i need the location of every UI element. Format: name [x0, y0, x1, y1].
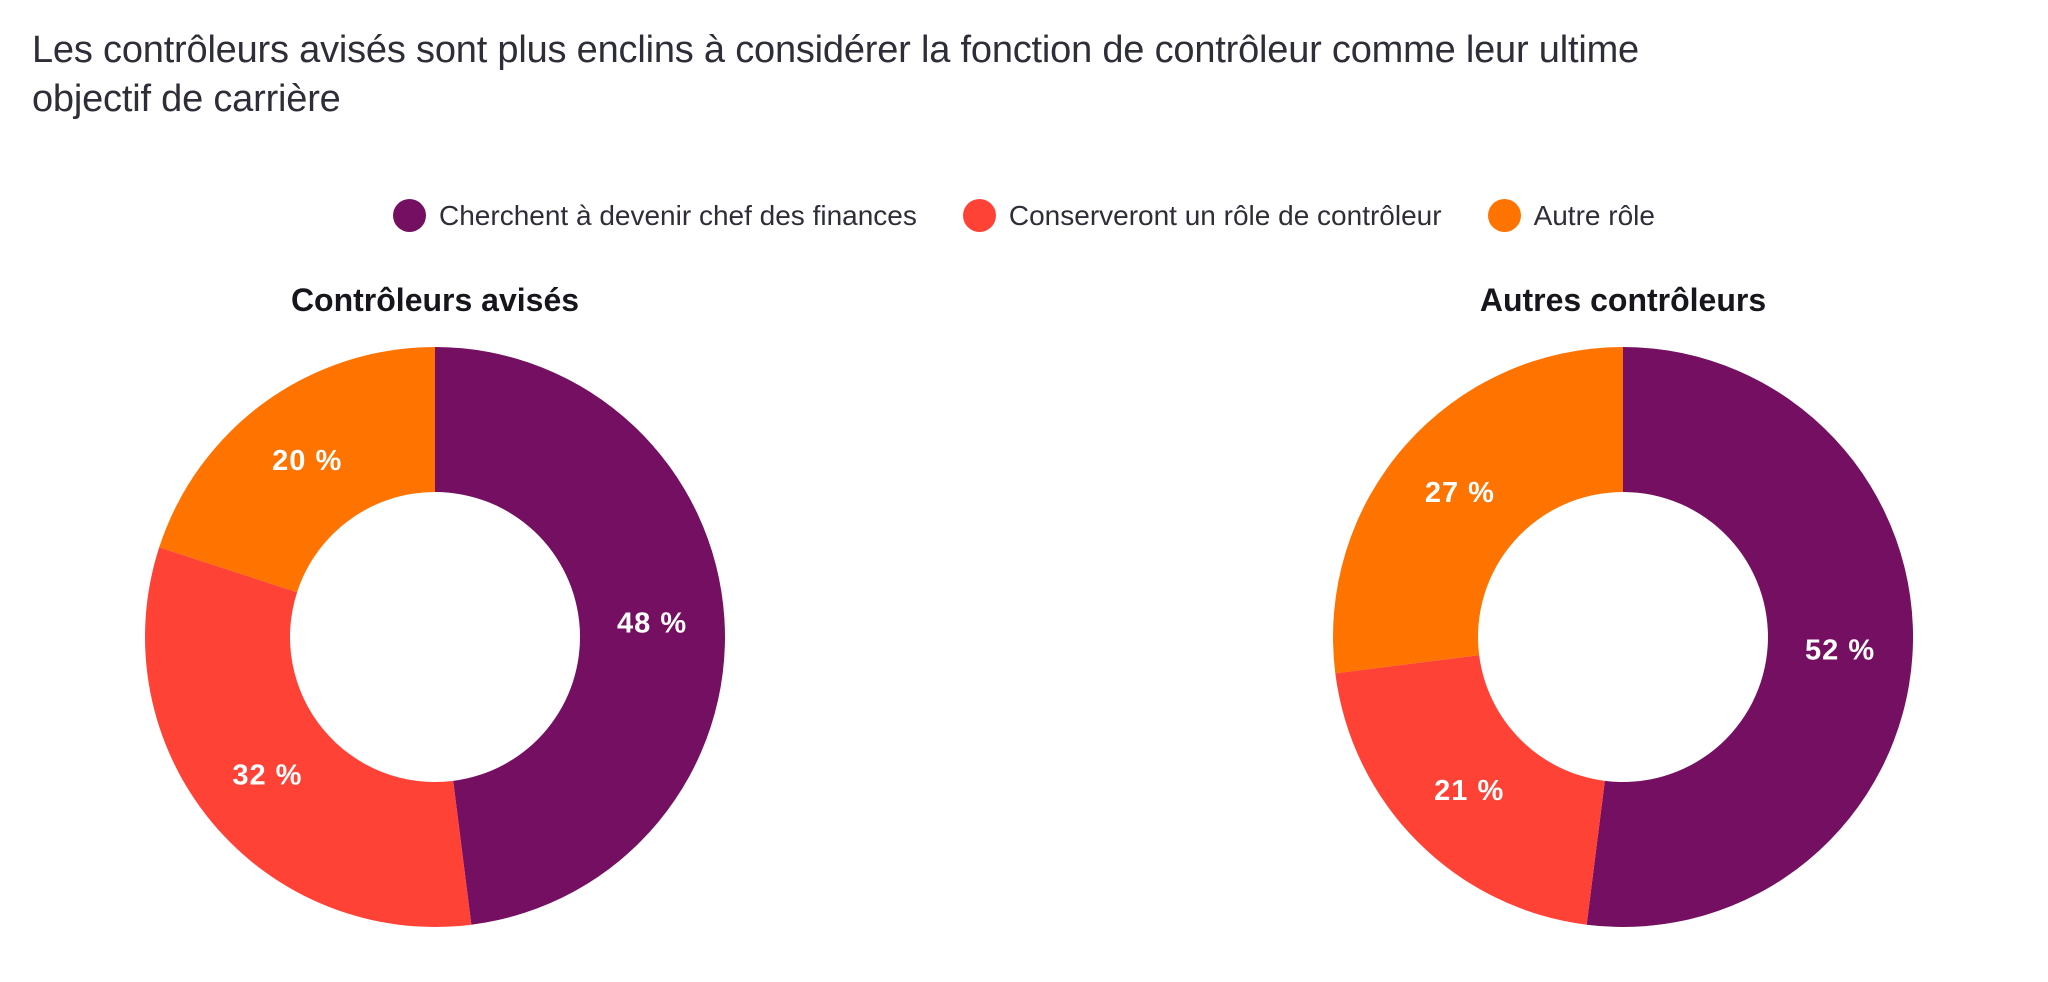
- legend-swatch-orange: [1487, 199, 1521, 232]
- donut-slice-1: [1335, 655, 1605, 925]
- donut-slice-0: [1586, 347, 1913, 927]
- donut-slice-2: [1333, 347, 1623, 674]
- donut-slice-0: [435, 347, 725, 925]
- chart-title-controleurs-avises: Contrôleurs avisés: [290, 282, 580, 318]
- donut-slice-1: [145, 547, 472, 927]
- chart-controleurs-avises: Contrôleurs avisés 48 % 32 % 20 %: [145, 282, 725, 927]
- slice-value-label: 21 %: [1434, 775, 1504, 807]
- legend-item-label: Autre rôle: [1533, 199, 1655, 231]
- chart-autres-controleurs: Autres contrôleurs 52 % 21 % 27 %: [1333, 282, 1913, 927]
- slice-value-label: 20 %: [272, 445, 342, 477]
- chart-title-autres-controleurs: Autres contrôleurs: [1479, 282, 1767, 318]
- slice-value-label: 32 %: [232, 760, 302, 792]
- legend-item-other-role: Autre rôle: [1487, 199, 1655, 232]
- donut-chart-autres-controleurs: 52 % 21 % 27 %: [1333, 347, 1913, 927]
- slice-value-label: 48 %: [617, 607, 687, 639]
- figure-title-line-2: objectif de carrière: [32, 78, 341, 121]
- slice-value-label: 52 %: [1805, 635, 1875, 667]
- chart-legend: Cherchent à devenir chef des finances Co…: [0, 199, 2048, 232]
- slice-value-label: 27 %: [1425, 477, 1495, 509]
- donut-chart-controleurs-avises: 48 % 32 % 20 %: [145, 347, 725, 927]
- donut-slice-2: [159, 347, 435, 593]
- figure-title: Les contrôleurs avisés sont plus enclins…: [32, 26, 1639, 124]
- figure-title-line-1: Les contrôleurs avisés sont plus enclins…: [32, 29, 1639, 71]
- legend-item-keep-controller-role: Conserveront un rôle de contrôleur: [962, 199, 1442, 232]
- legend-item-label: Cherchent à devenir chef des finances: [439, 199, 917, 231]
- legend-item-label: Conserveront un rôle de contrôleur: [1008, 199, 1442, 231]
- legend-swatch-red: [962, 199, 996, 232]
- legend-swatch-purple: [393, 199, 427, 232]
- legend-item-cfo: Cherchent à devenir chef des finances: [393, 199, 917, 232]
